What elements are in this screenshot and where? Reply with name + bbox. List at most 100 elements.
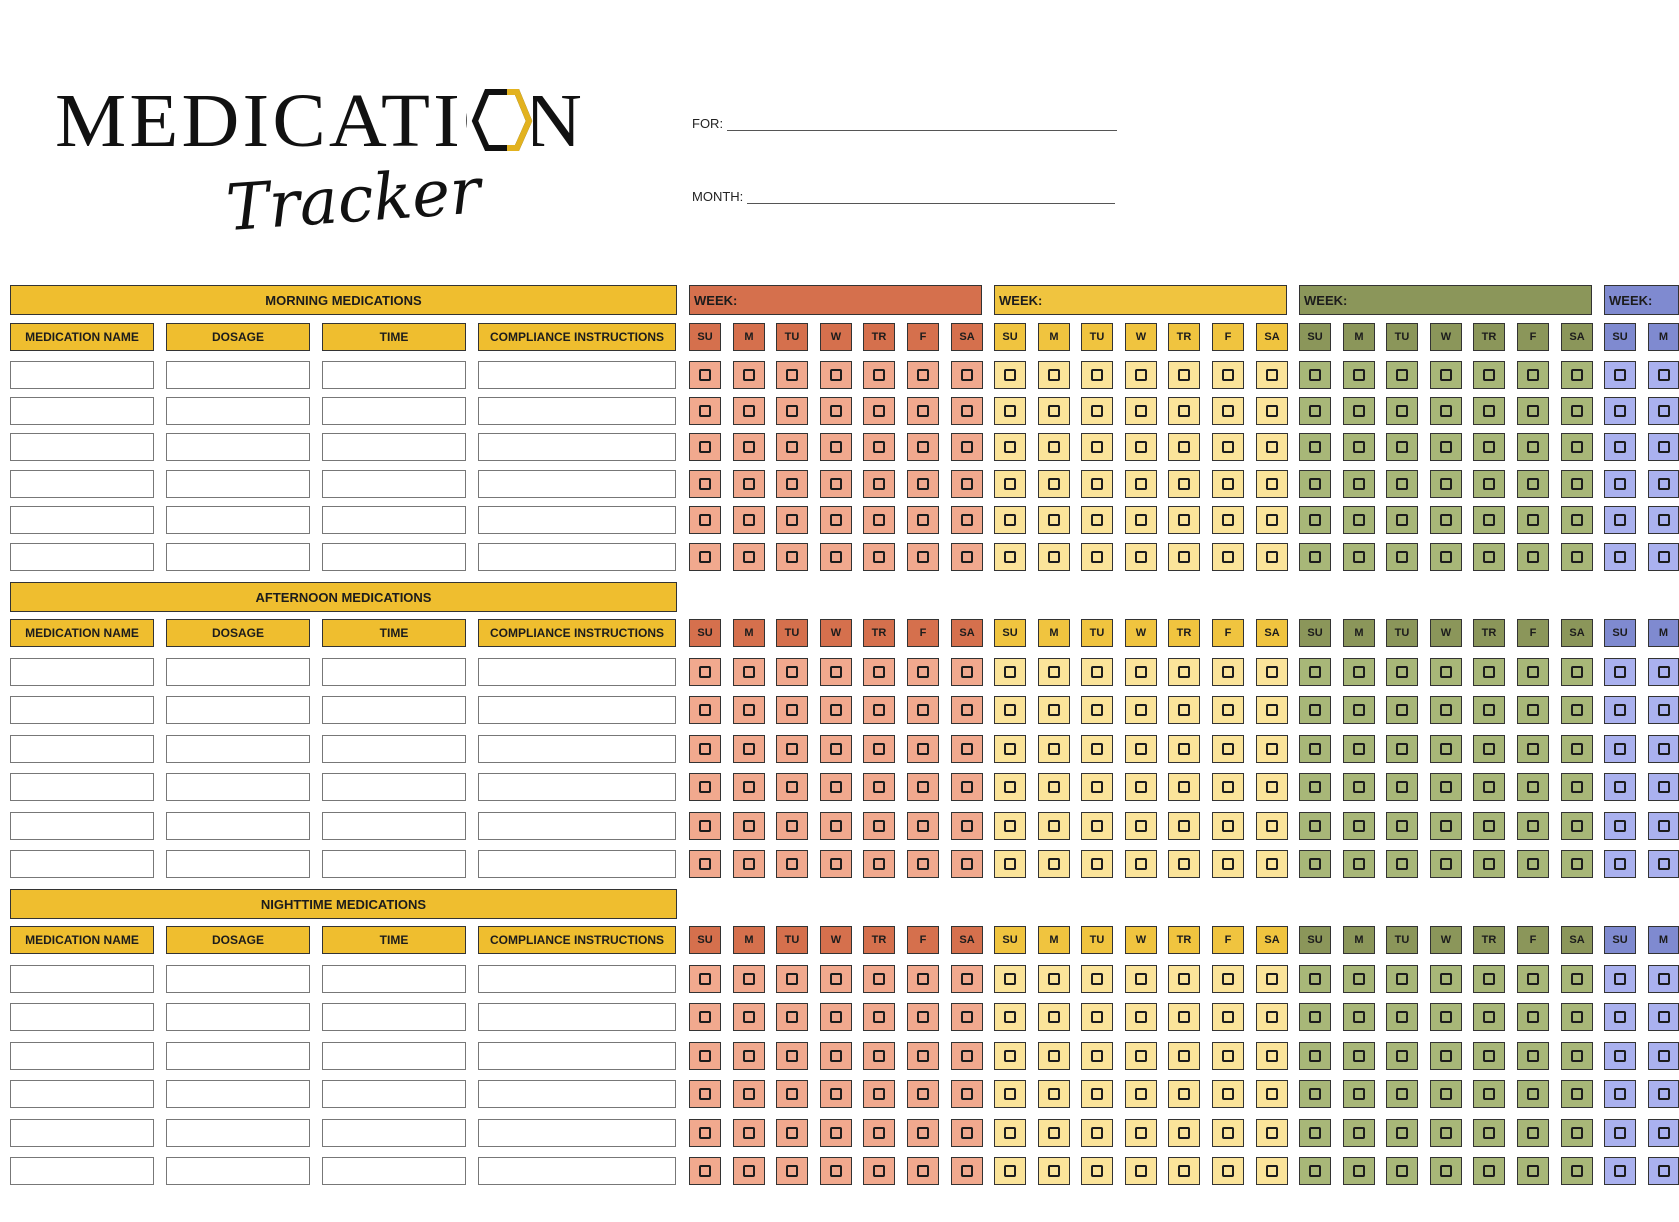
day-checkbox[interactable] bbox=[733, 850, 765, 878]
day-checkbox[interactable] bbox=[1256, 433, 1288, 461]
day-checkbox[interactable] bbox=[1430, 773, 1462, 801]
day-checkbox[interactable] bbox=[1473, 543, 1505, 571]
day-checkbox[interactable] bbox=[1256, 470, 1288, 498]
day-checkbox[interactable] bbox=[733, 1080, 765, 1108]
day-checkbox[interactable] bbox=[1256, 1157, 1288, 1185]
day-checkbox[interactable] bbox=[1212, 543, 1244, 571]
day-checkbox[interactable] bbox=[689, 361, 721, 389]
day-checkbox[interactable] bbox=[1081, 658, 1113, 686]
day-checkbox[interactable] bbox=[1299, 543, 1331, 571]
day-checkbox[interactable] bbox=[951, 397, 983, 425]
medication-input-cell[interactable] bbox=[10, 658, 154, 686]
medication-input-cell[interactable] bbox=[166, 1080, 310, 1108]
day-checkbox[interactable] bbox=[1256, 361, 1288, 389]
day-checkbox[interactable] bbox=[1430, 361, 1462, 389]
day-checkbox[interactable] bbox=[1299, 433, 1331, 461]
day-checkbox[interactable] bbox=[863, 506, 895, 534]
medication-input-cell[interactable] bbox=[10, 1157, 154, 1185]
day-checkbox[interactable] bbox=[951, 1042, 983, 1070]
medication-input-cell[interactable] bbox=[322, 470, 466, 498]
day-checkbox[interactable] bbox=[907, 773, 939, 801]
day-checkbox[interactable] bbox=[863, 1119, 895, 1147]
day-checkbox[interactable] bbox=[820, 696, 852, 724]
day-checkbox[interactable] bbox=[689, 543, 721, 571]
day-checkbox[interactable] bbox=[1212, 506, 1244, 534]
day-checkbox[interactable] bbox=[1125, 696, 1157, 724]
day-checkbox[interactable] bbox=[820, 543, 852, 571]
day-checkbox[interactable] bbox=[689, 812, 721, 840]
day-checkbox[interactable] bbox=[994, 1157, 1026, 1185]
day-checkbox[interactable] bbox=[1561, 433, 1593, 461]
day-checkbox[interactable] bbox=[994, 965, 1026, 993]
medication-input-cell[interactable] bbox=[322, 1157, 466, 1185]
week-label-bar[interactable]: WEEK: bbox=[994, 285, 1287, 315]
medication-input-cell[interactable] bbox=[10, 850, 154, 878]
day-checkbox[interactable] bbox=[1648, 1042, 1679, 1070]
day-checkbox[interactable] bbox=[994, 812, 1026, 840]
day-checkbox[interactable] bbox=[776, 543, 808, 571]
day-checkbox[interactable] bbox=[1648, 1080, 1679, 1108]
day-checkbox[interactable] bbox=[1038, 1157, 1070, 1185]
day-checkbox[interactable] bbox=[863, 433, 895, 461]
day-checkbox[interactable] bbox=[776, 397, 808, 425]
day-checkbox[interactable] bbox=[1386, 696, 1418, 724]
day-checkbox[interactable] bbox=[951, 658, 983, 686]
day-checkbox[interactable] bbox=[1386, 658, 1418, 686]
day-checkbox[interactable] bbox=[1343, 658, 1375, 686]
day-checkbox[interactable] bbox=[951, 543, 983, 571]
day-checkbox[interactable] bbox=[1125, 1042, 1157, 1070]
day-checkbox[interactable] bbox=[1168, 1003, 1200, 1031]
day-checkbox[interactable] bbox=[1168, 850, 1200, 878]
day-checkbox[interactable] bbox=[1430, 812, 1462, 840]
day-checkbox[interactable] bbox=[1081, 506, 1113, 534]
day-checkbox[interactable] bbox=[1648, 433, 1679, 461]
day-checkbox[interactable] bbox=[1517, 1003, 1549, 1031]
day-checkbox[interactable] bbox=[1473, 433, 1505, 461]
day-checkbox[interactable] bbox=[1038, 1042, 1070, 1070]
day-checkbox[interactable] bbox=[1038, 1119, 1070, 1147]
day-checkbox[interactable] bbox=[1168, 506, 1200, 534]
day-checkbox[interactable] bbox=[951, 812, 983, 840]
day-checkbox[interactable] bbox=[1299, 506, 1331, 534]
day-checkbox[interactable] bbox=[1430, 1080, 1462, 1108]
medication-input-cell[interactable] bbox=[10, 506, 154, 534]
day-checkbox[interactable] bbox=[1081, 696, 1113, 724]
day-checkbox[interactable] bbox=[1648, 506, 1679, 534]
medication-input-cell[interactable] bbox=[322, 850, 466, 878]
day-checkbox[interactable] bbox=[1648, 965, 1679, 993]
medication-input-cell[interactable] bbox=[10, 696, 154, 724]
day-checkbox[interactable] bbox=[689, 1003, 721, 1031]
medication-input-cell[interactable] bbox=[166, 658, 310, 686]
medication-input-cell[interactable] bbox=[166, 543, 310, 571]
day-checkbox[interactable] bbox=[1256, 696, 1288, 724]
day-checkbox[interactable] bbox=[689, 397, 721, 425]
day-checkbox[interactable] bbox=[1299, 850, 1331, 878]
day-checkbox[interactable] bbox=[994, 506, 1026, 534]
day-checkbox[interactable] bbox=[1604, 812, 1636, 840]
day-checkbox[interactable] bbox=[863, 1042, 895, 1070]
day-checkbox[interactable] bbox=[1212, 397, 1244, 425]
day-checkbox[interactable] bbox=[1604, 1157, 1636, 1185]
day-checkbox[interactable] bbox=[951, 965, 983, 993]
day-checkbox[interactable] bbox=[1125, 658, 1157, 686]
day-checkbox[interactable] bbox=[733, 696, 765, 724]
day-checkbox[interactable] bbox=[1561, 773, 1593, 801]
day-checkbox[interactable] bbox=[1343, 812, 1375, 840]
medication-input-cell[interactable] bbox=[322, 1119, 466, 1147]
day-checkbox[interactable] bbox=[1517, 1119, 1549, 1147]
day-checkbox[interactable] bbox=[1604, 433, 1636, 461]
day-checkbox[interactable] bbox=[1125, 735, 1157, 763]
day-checkbox[interactable] bbox=[1343, 470, 1375, 498]
day-checkbox[interactable] bbox=[820, 433, 852, 461]
day-checkbox[interactable] bbox=[1125, 543, 1157, 571]
day-checkbox[interactable] bbox=[689, 850, 721, 878]
day-checkbox[interactable] bbox=[863, 1003, 895, 1031]
day-checkbox[interactable] bbox=[1343, 773, 1375, 801]
day-checkbox[interactable] bbox=[1604, 506, 1636, 534]
day-checkbox[interactable] bbox=[776, 658, 808, 686]
day-checkbox[interactable] bbox=[776, 850, 808, 878]
day-checkbox[interactable] bbox=[1517, 361, 1549, 389]
day-checkbox[interactable] bbox=[1343, 735, 1375, 763]
day-checkbox[interactable] bbox=[1256, 506, 1288, 534]
day-checkbox[interactable] bbox=[1299, 1042, 1331, 1070]
